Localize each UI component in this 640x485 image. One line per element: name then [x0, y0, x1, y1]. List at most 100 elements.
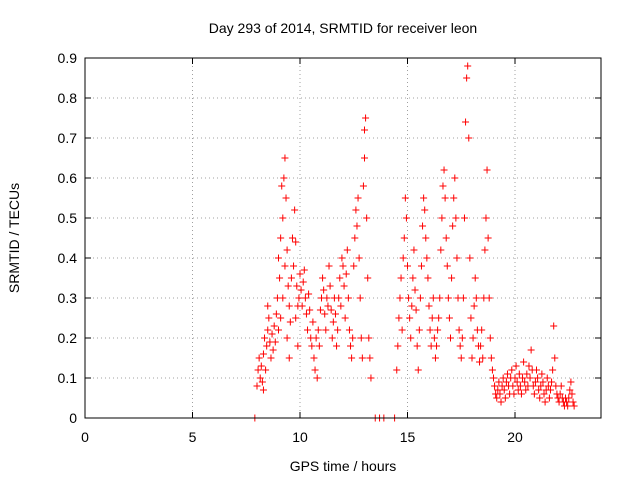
- data-point: [398, 326, 406, 334]
- data-point: [419, 222, 427, 230]
- data-point: [490, 374, 497, 382]
- data-point: [270, 322, 278, 330]
- data-point: [496, 390, 504, 398]
- data-point: [292, 238, 300, 246]
- data-point: [340, 282, 348, 290]
- data-point: [545, 394, 553, 402]
- data-point: [257, 362, 265, 370]
- data-point: [283, 246, 291, 254]
- data-point: [413, 342, 421, 350]
- data-point: [333, 342, 341, 350]
- data-point: [512, 362, 520, 370]
- data-point: [295, 294, 303, 302]
- data-point: [329, 318, 337, 326]
- data-point: [527, 346, 535, 354]
- data-point: [449, 222, 457, 230]
- data-point: [278, 182, 286, 190]
- data-point: [433, 342, 441, 350]
- data-point: [436, 294, 444, 302]
- data-point: [468, 354, 476, 362]
- data-point: [275, 254, 282, 262]
- data-point: [431, 354, 439, 362]
- data-point: [262, 366, 270, 374]
- data-point: [261, 334, 269, 342]
- x-axis-label: GPS time / hours: [290, 458, 397, 474]
- x-tick-label: 20: [507, 429, 523, 445]
- data-point: [430, 334, 438, 342]
- data-point: [275, 326, 282, 334]
- data-point: [354, 194, 362, 202]
- data-point: [321, 310, 329, 318]
- data-point: [467, 314, 475, 322]
- data-point: [463, 74, 471, 82]
- data-point: [338, 254, 346, 262]
- data-point: [455, 326, 463, 334]
- y-tick-label: 0: [69, 410, 77, 426]
- data-point: [426, 326, 434, 334]
- data-point: [315, 342, 323, 350]
- data-point: [444, 294, 452, 302]
- data-point: [448, 274, 456, 282]
- data-point: [513, 378, 521, 386]
- x-tick-label: 0: [81, 429, 89, 445]
- data-point: [417, 262, 425, 270]
- data-point: [299, 278, 307, 286]
- data-point: [339, 262, 347, 270]
- data-point: [503, 370, 511, 378]
- data-point: [415, 326, 423, 334]
- data-point: [320, 286, 328, 294]
- data-point: [450, 194, 458, 202]
- data-point: [564, 402, 572, 410]
- chart-title: Day 293 of 2014, SRMTID for receiver leo…: [209, 20, 477, 36]
- data-point: [288, 234, 296, 242]
- data-point: [402, 214, 410, 222]
- data-point: [471, 274, 479, 282]
- data-point: [486, 334, 494, 342]
- data-point: [441, 194, 449, 202]
- data-point: [281, 262, 289, 270]
- data-point: [412, 306, 420, 314]
- data-point: [356, 294, 364, 302]
- data-point: [331, 310, 339, 318]
- data-point: [570, 402, 578, 410]
- data-point: [428, 314, 436, 322]
- data-point: [349, 334, 357, 342]
- data-point: [263, 342, 271, 350]
- data-point: [536, 394, 544, 402]
- data-point: [550, 322, 558, 330]
- data-point: [365, 334, 373, 342]
- data-point: [267, 354, 275, 362]
- data-point: [556, 390, 564, 398]
- data-point: [347, 342, 355, 350]
- data-point: [409, 274, 417, 282]
- data-point: [516, 382, 524, 390]
- data-point: [493, 394, 501, 402]
- data-point: [534, 374, 542, 382]
- data-point: [281, 154, 289, 162]
- data-point: [502, 378, 510, 386]
- data-point: [271, 338, 279, 346]
- data-point: [253, 382, 261, 390]
- data-point: [494, 386, 502, 394]
- data-point: [408, 302, 416, 310]
- data-point: [472, 294, 480, 302]
- data-point: [297, 286, 305, 294]
- data-point: [498, 382, 506, 390]
- x-tick-label: 15: [400, 429, 416, 445]
- data-point: [342, 270, 350, 278]
- data-point: [543, 374, 551, 382]
- data-point: [287, 274, 295, 282]
- data-point: [286, 318, 294, 326]
- data-point: [458, 334, 466, 342]
- y-tick-label: 0.1: [58, 370, 78, 386]
- data-point: [523, 370, 531, 378]
- data-point: [290, 262, 298, 270]
- data-point: [425, 302, 433, 310]
- data-point: [566, 386, 574, 394]
- data-point: [525, 362, 533, 370]
- data-point: [272, 310, 280, 318]
- data-point: [362, 114, 370, 122]
- data-point: [437, 246, 445, 254]
- data-point: [335, 294, 343, 302]
- data-point: [358, 354, 366, 362]
